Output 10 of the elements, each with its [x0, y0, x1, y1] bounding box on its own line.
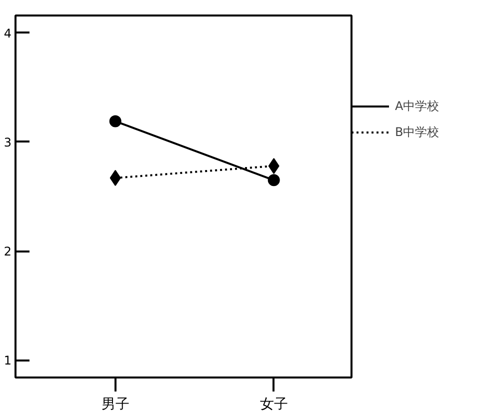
y-tick-label: 1	[4, 354, 12, 368]
y-tick-label: 4	[4, 26, 12, 40]
legend-label: A中学校	[395, 98, 440, 114]
y-tick-label: 2	[4, 244, 12, 259]
x-tick-label: 男子	[101, 396, 130, 412]
y-tick-label: 3	[4, 135, 12, 150]
x-tick-label: 女子	[260, 396, 288, 412]
point	[109, 115, 122, 128]
legend-label: B中学校	[395, 124, 440, 140]
point	[268, 174, 280, 186]
